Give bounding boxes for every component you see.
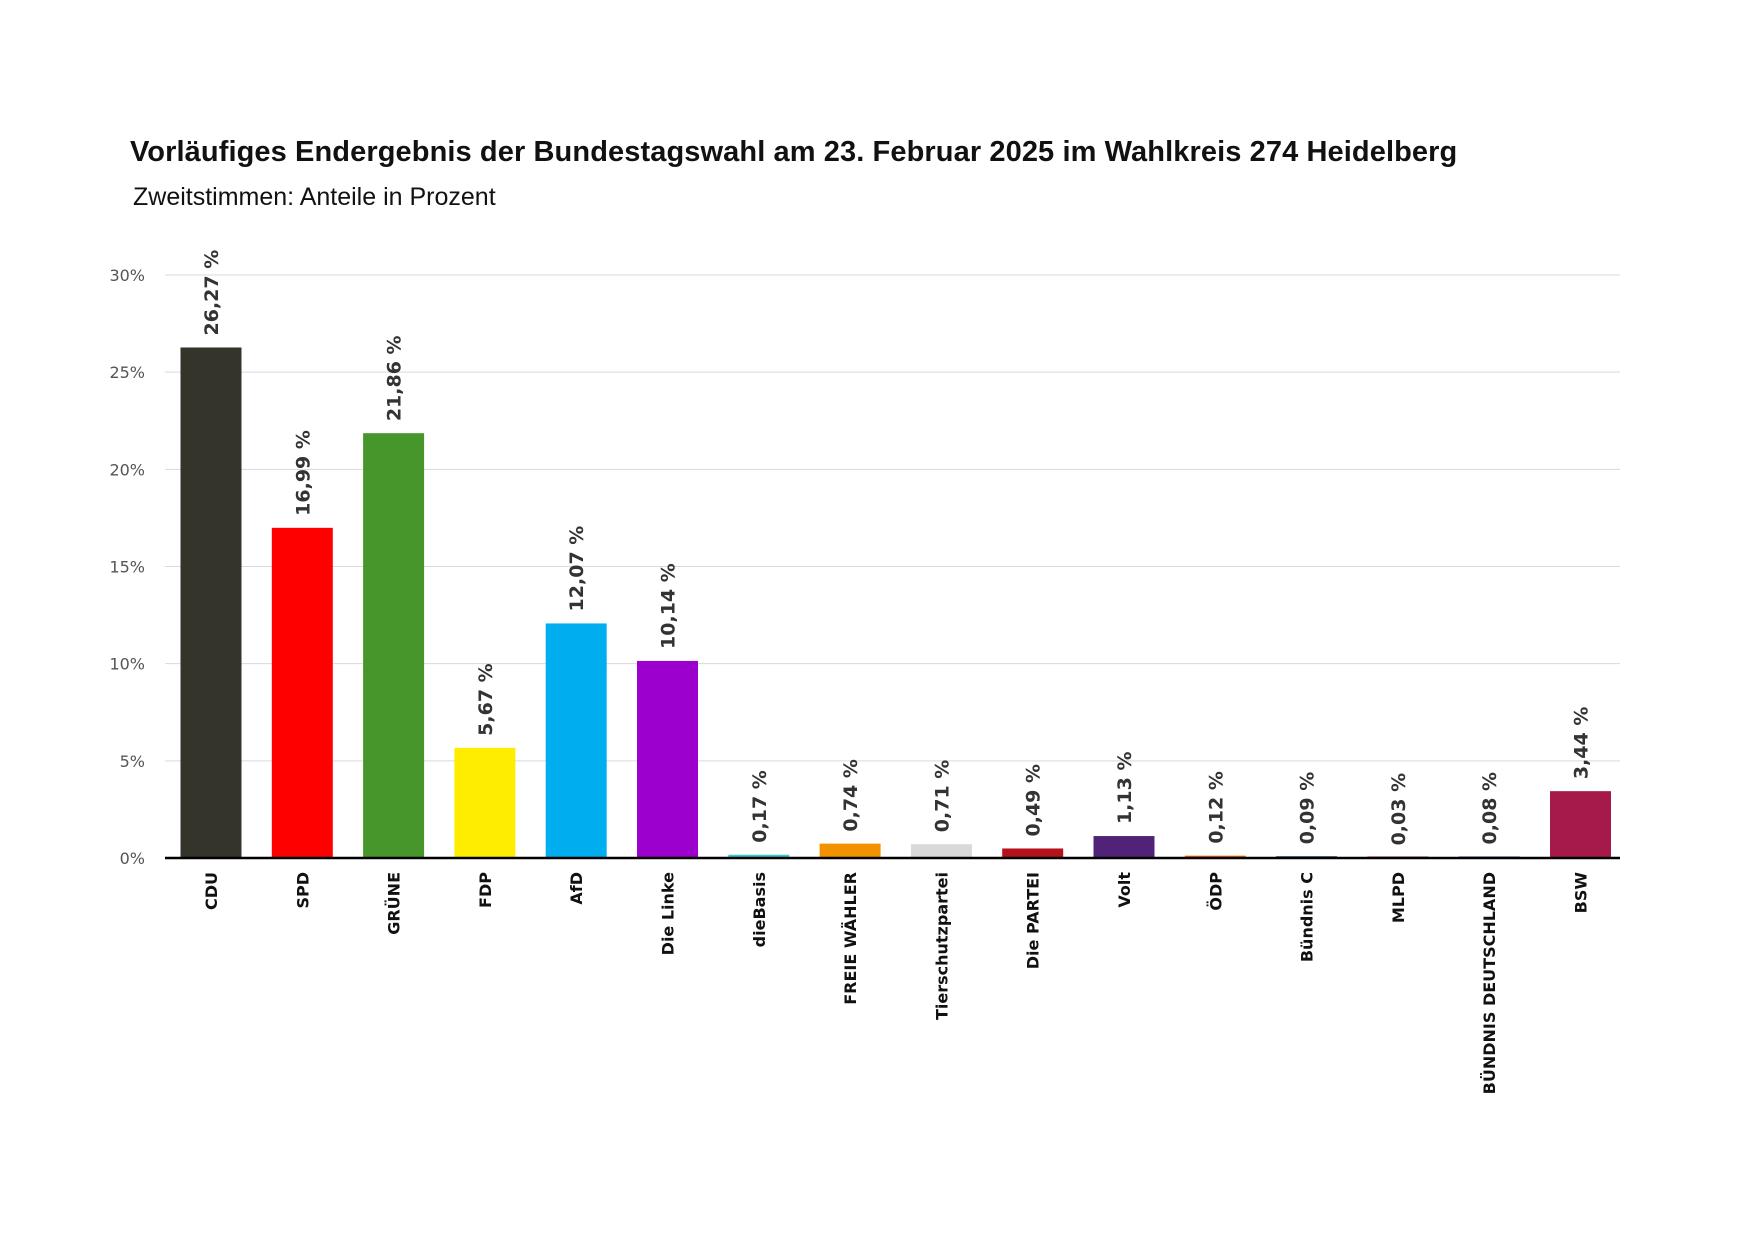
data-label-4: 12,07 % — [566, 526, 588, 612]
y-tick-label: 0% — [120, 849, 145, 868]
y-tick-label: 15% — [109, 558, 145, 577]
category-label-8: Tierschutzpartei — [932, 872, 951, 1020]
bar-3 — [454, 747, 516, 858]
bar-7 — [819, 843, 881, 858]
chart-title: Vorläufiges Endergebnis der Bundestagswa… — [130, 136, 1458, 168]
category-label-3: FDP — [476, 872, 495, 908]
data-label-12: 0,09 % — [1297, 772, 1319, 845]
category-label-9: Die PARTEI — [1024, 872, 1043, 969]
data-label-7: 0,74 % — [840, 759, 862, 832]
data-label-3: 5,67 % — [475, 663, 497, 736]
bars — [180, 347, 1611, 858]
data-label-10: 1,13 % — [1114, 752, 1136, 825]
bar-4 — [545, 623, 607, 858]
data-label-1: 16,99 % — [292, 430, 314, 516]
data-label-5: 10,14 % — [658, 563, 680, 649]
category-label-15: BSW — [1572, 872, 1591, 914]
bar-1 — [271, 527, 333, 858]
category-label-7: FREIE WÄHLER — [841, 872, 860, 1005]
y-axis-ticks: 0% 5% 10% 15% 20% 25% 30% — [109, 266, 145, 868]
category-label-6: dieBasis — [750, 872, 769, 947]
category-label-13: MLPD — [1389, 872, 1408, 923]
bar-8 — [910, 844, 972, 858]
data-label-15: 3,44 % — [1571, 707, 1593, 780]
category-labels: CDU SPD GRÜNE FDP AfD Die Linke dieBasis FREIE … — [202, 872, 1591, 1095]
data-label-8: 0,71 % — [931, 760, 953, 833]
bar-10 — [1093, 836, 1155, 858]
data-label-11: 0,12 % — [1205, 771, 1227, 844]
data-labels: 26,27 % 16,99 % 21,86 % 5,67 % 12,07 % 10,14 … — [201, 250, 1593, 846]
bar-5 — [637, 660, 698, 858]
y-tick-label: 5% — [120, 752, 145, 771]
bar-6 — [728, 854, 790, 858]
y-tick-label: 25% — [109, 363, 145, 382]
bar-2 — [363, 433, 425, 858]
bar-0 — [180, 347, 242, 858]
data-label-14: 0,08 % — [1479, 772, 1501, 845]
data-label-2: 21,86 % — [384, 335, 406, 421]
y-tick-label: 30% — [109, 266, 145, 285]
category-label-4: AfD — [567, 872, 586, 905]
category-label-14: BÜNDNIS DEUTSCHLAND — [1480, 872, 1499, 1094]
category-label-1: SPD — [293, 872, 312, 909]
chart-subtitle: Zweitstimmen: Anteile in Prozent — [133, 183, 496, 211]
category-label-10: Volt — [1115, 872, 1134, 908]
data-label-6: 0,17 % — [749, 770, 771, 843]
category-label-12: Bündnis C — [1298, 872, 1317, 962]
y-tick-label: 10% — [109, 655, 145, 674]
category-label-0: CDU — [202, 872, 221, 910]
data-label-13: 0,03 % — [1388, 773, 1410, 846]
data-label-9: 0,49 % — [1023, 764, 1045, 837]
y-tick-label: 20% — [109, 460, 145, 479]
bar-15 — [1550, 791, 1611, 858]
data-label-0: 26,27 % — [201, 250, 223, 336]
category-label-11: ÖDP — [1206, 872, 1225, 911]
bar-9 — [1002, 848, 1064, 858]
category-label-5: Die Linke — [659, 872, 678, 955]
category-label-2: GRÜNE — [385, 872, 404, 935]
